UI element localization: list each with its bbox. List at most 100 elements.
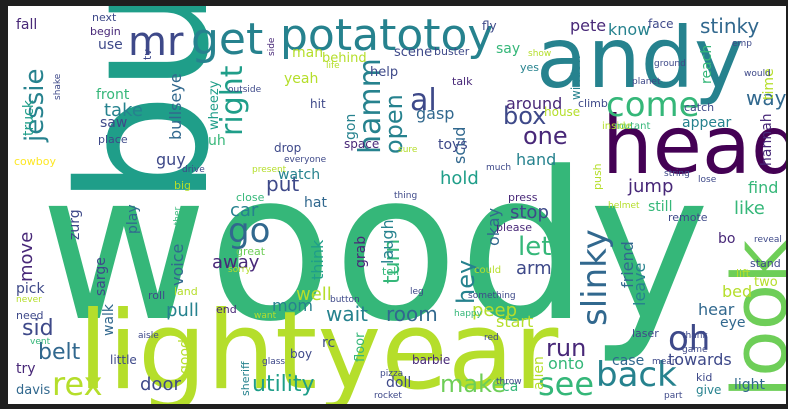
word-cloud-word: saw bbox=[100, 115, 128, 131]
word-cloud-word: two bbox=[754, 275, 778, 290]
word-cloud-word: right bbox=[215, 65, 250, 137]
word-cloud-word: try bbox=[16, 361, 36, 377]
word-cloud-word: press bbox=[508, 191, 538, 204]
word-cloud-word: cowboy bbox=[14, 155, 56, 168]
word-cloud-word: pull bbox=[166, 300, 199, 321]
word-cloud-word: laser bbox=[632, 327, 659, 340]
word-cloud-word: pick bbox=[16, 281, 45, 297]
word-cloud-word: toys bbox=[438, 137, 468, 153]
word-cloud-word: case bbox=[612, 353, 645, 369]
word-cloud-word: climb bbox=[578, 97, 608, 110]
word-cloud-word: window bbox=[569, 54, 583, 100]
word-cloud-word: buster bbox=[434, 45, 470, 58]
word-cloud-word: begin bbox=[90, 25, 121, 38]
word-cloud-word: reach bbox=[699, 44, 715, 84]
word-cloud-word: rocket bbox=[374, 391, 402, 401]
word-cloud-word: could bbox=[474, 265, 502, 276]
word-cloud-word: car bbox=[230, 200, 259, 221]
word-cloud-word: truck bbox=[21, 100, 37, 136]
word-cloud-word: head bbox=[602, 99, 786, 192]
word-cloud-word: slinky bbox=[575, 229, 615, 326]
word-cloud-word: pizza bbox=[380, 369, 404, 379]
word-cloud-word: inside bbox=[602, 121, 632, 132]
word-cloud-word: bed bbox=[722, 282, 753, 301]
word-cloud-word: alien bbox=[531, 356, 547, 390]
word-cloud-word: sure bbox=[398, 145, 418, 155]
word-cloud-word: find bbox=[748, 178, 779, 197]
word-cloud-word: remote bbox=[668, 211, 708, 224]
word-cloud-word: give bbox=[696, 383, 722, 397]
word-cloud-word: sheriff bbox=[239, 361, 252, 396]
word-cloud-word: jump bbox=[628, 176, 674, 197]
word-cloud-word: vent bbox=[30, 337, 51, 347]
word-cloud-word: get bbox=[191, 14, 264, 65]
word-cloud-word: stinky bbox=[700, 14, 760, 38]
word-cloud-word: way bbox=[746, 86, 786, 110]
word-cloud-word: gasp bbox=[416, 104, 455, 123]
word-cloud-word: put bbox=[266, 172, 300, 196]
word-cloud-word: bo bbox=[718, 231, 736, 247]
word-cloud-word: start bbox=[496, 312, 534, 331]
word-cloud-word: run bbox=[546, 334, 587, 362]
word-cloud-word: onto bbox=[548, 354, 584, 373]
word-cloud-word: hannah bbox=[759, 113, 775, 166]
word-cloud-word: happy bbox=[454, 309, 482, 319]
word-cloud-word: help bbox=[370, 65, 399, 80]
word-cloud-word: go bbox=[228, 211, 271, 251]
word-cloud-word: zurg bbox=[67, 209, 83, 240]
word-cloud-word: outside bbox=[228, 85, 262, 95]
word-cloud-word: little bbox=[110, 353, 137, 367]
word-cloud-word: catch bbox=[684, 101, 715, 114]
word-cloud-word: lift bbox=[736, 267, 751, 280]
word-cloud-word: would bbox=[744, 69, 771, 79]
word-cloud-word: leave bbox=[630, 262, 649, 306]
word-cloud-word: walk bbox=[101, 303, 117, 336]
word-cloud-word: room bbox=[386, 302, 438, 326]
word-cloud-word: wait bbox=[326, 302, 369, 326]
word-cloud-word: eye bbox=[720, 315, 746, 331]
word-cloud-word: make bbox=[440, 370, 506, 398]
word-cloud-word: ground bbox=[654, 59, 686, 69]
word-cloud-word: pete bbox=[570, 16, 607, 35]
word-cloud-word: boy bbox=[290, 347, 313, 361]
word-cloud-word: wheezy bbox=[207, 80, 222, 130]
word-cloud-word: part bbox=[664, 391, 683, 401]
word-cloud-word: sorry bbox=[228, 265, 251, 275]
word-cloud-word: space bbox=[344, 137, 380, 151]
word-cloud-word: one bbox=[523, 122, 568, 150]
word-cloud-word: much bbox=[486, 163, 512, 173]
word-cloud-word: like bbox=[734, 198, 765, 219]
word-cloud-word: back bbox=[596, 355, 677, 395]
word-cloud-word: uh bbox=[208, 133, 226, 149]
word-cloud-word: life bbox=[326, 61, 340, 71]
word-cloud-word: behind bbox=[322, 51, 367, 66]
word-cloud-word: mom bbox=[272, 296, 313, 315]
word-cloud-word: throw bbox=[496, 377, 522, 387]
word-cloud-word: barbie bbox=[412, 353, 451, 367]
word-cloud-word: towards bbox=[668, 350, 732, 369]
word-cloud-word: aisle bbox=[138, 331, 159, 341]
word-cloud-word: thing bbox=[394, 191, 418, 201]
word-cloud-word: show bbox=[528, 49, 552, 59]
word-cloud-word: hit bbox=[310, 97, 326, 111]
word-cloud-word: face bbox=[648, 17, 674, 31]
word-cloud-word: drop bbox=[274, 141, 302, 155]
word-cloud-word: oh bbox=[668, 319, 711, 359]
word-cloud-word: door bbox=[140, 374, 181, 395]
word-cloud-word: yeah bbox=[284, 71, 319, 87]
word-cloud-word: drive bbox=[182, 165, 205, 175]
word-cloud-word: lightyear bbox=[78, 289, 559, 405]
word-cloud-word: emp bbox=[732, 39, 753, 49]
word-cloud-word: watch bbox=[278, 167, 321, 183]
word-cloud-word: reveal bbox=[754, 235, 782, 245]
word-cloud-word: leg bbox=[410, 287, 424, 297]
word-cloud-word: well bbox=[296, 284, 332, 305]
word-cloud-word: say bbox=[496, 41, 521, 57]
word-cloud-word: grab bbox=[353, 235, 369, 268]
word-cloud-word: sarge bbox=[93, 257, 109, 296]
word-cloud-word: tell bbox=[382, 265, 400, 278]
word-cloud-word: kid bbox=[696, 371, 713, 384]
word-cloud-word: play bbox=[125, 204, 141, 234]
word-cloud-word: great bbox=[236, 245, 266, 258]
